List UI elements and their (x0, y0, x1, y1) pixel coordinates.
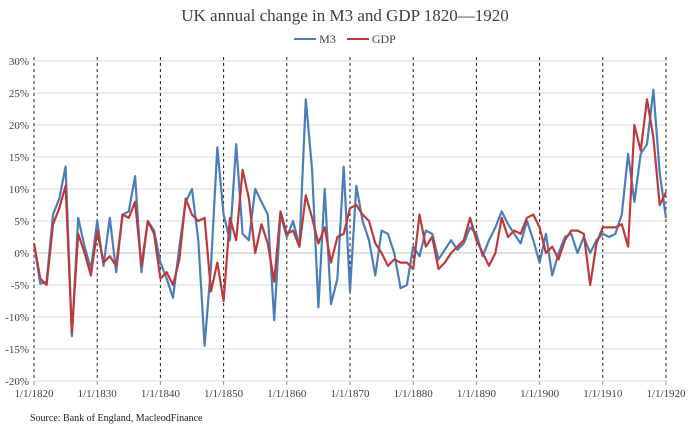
series-line-gdp (32, 98, 667, 335)
x-tick-label: 1/1/1880 (394, 388, 434, 400)
y-tick-label: 5% (14, 216, 29, 228)
legend-item-gdp: GDP (346, 31, 396, 47)
legend-item-m3: M3 (294, 32, 336, 47)
y-tick-label: 30% (9, 56, 29, 68)
legend-swatch-m3 (294, 38, 317, 40)
y-tick-label: -5% (11, 280, 29, 292)
y-tick-label: 25% (9, 88, 29, 100)
vertical-dashed-lines (33, 57, 667, 381)
x-tick-label: 1/1/1890 (457, 388, 497, 400)
y-tick-label: 0% (14, 248, 29, 260)
x-tick-label: 1/1/1850 (204, 388, 244, 400)
x-tick-label: 1/1/1840 (141, 388, 181, 400)
legend-swatch-gdp (346, 38, 369, 40)
x-tick-label: 1/1/1900 (520, 388, 560, 400)
y-tick-label: 10% (9, 184, 29, 196)
legend-label-gdp: GDP (371, 31, 396, 46)
y-tick-label: -10% (5, 312, 29, 324)
series-lines (32, 88, 668, 347)
x-tick-label: 1/1/1920 (646, 388, 686, 400)
y-tick-label: -15% (5, 344, 29, 356)
legend-label-m3: M3 (319, 31, 336, 46)
y-tick-label: 20% (9, 120, 29, 132)
chart-title: UK annual change in M3 and GDP 1820—1920 (181, 6, 509, 25)
x-tick-label: 1/1/1910 (583, 388, 623, 400)
x-tick-label: 1/1/1820 (14, 388, 54, 400)
x-tick-label: 1/1/1870 (330, 388, 370, 400)
x-axis-ticks: 1/1/1820 1/1/1830 1/1/1840 1/1/1850 1/1/1860… (14, 381, 686, 400)
x-tick-label: 1/1/1830 (78, 388, 118, 400)
y-tick-label: -20% (5, 376, 29, 388)
y-tick-label: 15% (9, 152, 29, 164)
x-tick-label: 1/1/1860 (267, 388, 307, 400)
legend: M3 GDP (0, 29, 690, 47)
y-axis-ticks: -20% -15% -10% -5% 0% 5% 10% 15% 20% 25% 30% (5, 56, 29, 388)
source-note: Source: Bank of England, MacleodFinance (30, 413, 203, 424)
